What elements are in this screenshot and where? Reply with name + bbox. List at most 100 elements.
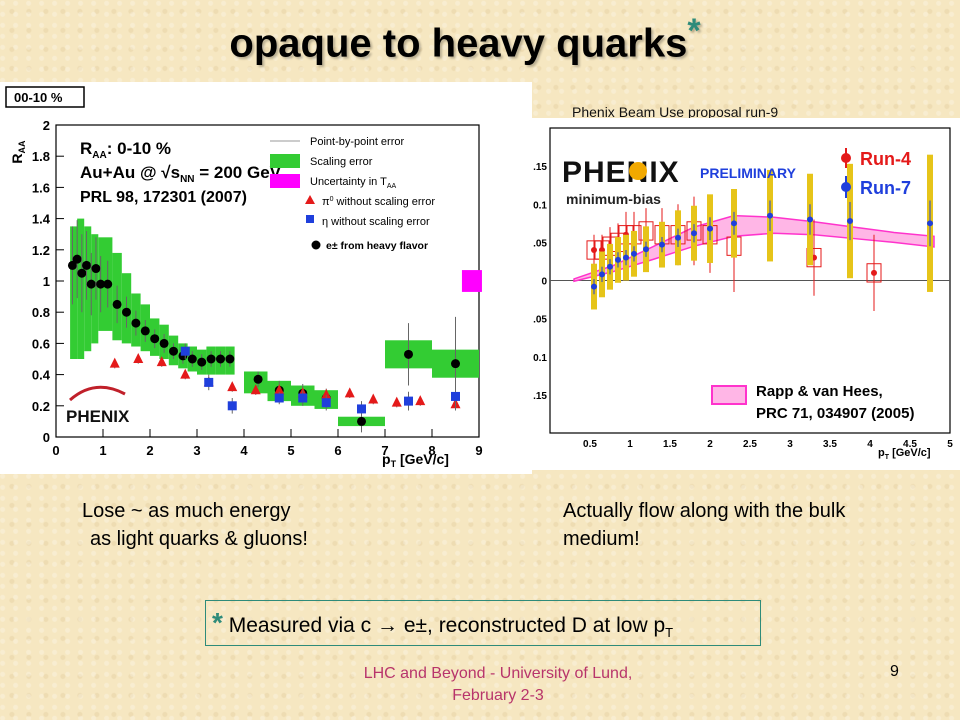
y-axis-label: RAA xyxy=(9,140,27,164)
x-tick-label-right: 4 xyxy=(867,439,873,450)
pi0-point xyxy=(227,381,238,392)
pi0-point xyxy=(321,388,332,399)
y-tick-label-right: 0.1 xyxy=(533,200,547,211)
proposal-label: Phenix Beam Use proposal run-9 xyxy=(572,104,779,120)
x-axis-label-main: p xyxy=(382,451,391,467)
v2-chart-panel: .15 0.1 .05 0 .05 0.1 .15 0.5 1 1.5 2 2.5 3 3.5 4 4.5 5… xyxy=(526,118,960,470)
run7-point xyxy=(599,271,605,278)
caption-left: Lose ~ as much energy as light quarks & … xyxy=(82,497,308,553)
eta-point xyxy=(180,346,190,356)
eta-point xyxy=(404,396,413,406)
footnote-box: * Measured via c → e±, reconstructed D a… xyxy=(205,600,761,646)
x-tick-label-right: 1 xyxy=(627,439,633,450)
logo-text-right: PHENIX xyxy=(562,156,680,189)
centrality-label: 00-10 % xyxy=(14,90,63,105)
x-axis-label-sub: T xyxy=(391,459,397,469)
pi0-point xyxy=(133,353,144,363)
eta-point xyxy=(357,404,366,414)
pi0-point xyxy=(344,387,355,398)
pi0-point xyxy=(274,384,285,395)
legend-run7-label: Run-7 xyxy=(860,178,911,198)
run7-point xyxy=(631,250,637,257)
electron-point xyxy=(216,354,225,364)
model-legend-label-2: PRC 71, 034907 (2005) xyxy=(756,405,914,422)
x-tick-label: 4 xyxy=(240,443,248,458)
y-tick-label-right: .15 xyxy=(533,391,547,402)
scaling-band xyxy=(70,226,78,359)
caption-right: Actually flow along with the bulk medium… xyxy=(563,500,846,550)
legend: Point-by-point error Scaling error Uncer… xyxy=(270,136,435,252)
caption-left-line-2: as light quarks & gluons! xyxy=(90,528,308,550)
electron-point xyxy=(96,279,106,289)
legend-label-taa: Uncertainty in TAA xyxy=(310,176,396,190)
x-tick-label: 0 xyxy=(52,443,59,458)
electron-point xyxy=(206,354,216,364)
electron-point xyxy=(103,279,113,289)
slide-title: opaque to heavy quarks* xyxy=(0,12,930,66)
phenix-logo-left: PHENIX xyxy=(66,385,130,426)
centrality-box xyxy=(5,86,85,108)
scaling-band xyxy=(84,226,92,352)
legend-triangle-marker xyxy=(305,195,315,204)
x-tick-label: 3 xyxy=(193,443,200,458)
annotation-system-sub: NN xyxy=(180,174,194,185)
electron-point xyxy=(150,334,160,344)
y-tick-label-right: 0.1 xyxy=(533,353,547,364)
run7-point xyxy=(707,225,713,232)
x-axis-label-unit: [GeV/c] xyxy=(396,451,449,467)
run7-point xyxy=(607,263,613,270)
run7-point xyxy=(591,283,597,290)
legend-run4-label: Run-4 xyxy=(860,149,911,169)
y-tick-label-right: 0 xyxy=(541,277,547,288)
title-star: * xyxy=(687,12,701,50)
legend-label-electron: e± from heavy flavor xyxy=(326,240,428,252)
annotation-system: Au+Au @ √sNN = 200 GeV xyxy=(80,163,282,185)
run7-point xyxy=(691,230,697,237)
legend-magenta-box xyxy=(270,174,300,188)
run7-point xyxy=(847,218,853,225)
annotation-system-rest: = 200 GeV xyxy=(195,163,282,182)
y-tick-label: 0.2 xyxy=(32,399,50,414)
legend-label-scaling: Scaling error xyxy=(310,156,373,168)
electron-point xyxy=(225,354,235,364)
pi0-point xyxy=(180,368,191,379)
legend-right: Run-4 Run-7 xyxy=(841,148,911,198)
scaling-band xyxy=(91,234,99,344)
y-tick-label: 0.6 xyxy=(32,336,50,351)
electron-point xyxy=(77,268,87,278)
run7-point xyxy=(767,212,773,219)
footnote-sub: T xyxy=(665,625,674,641)
x-tick-label: 1 xyxy=(99,443,106,458)
x-axis-label-right-sub: T xyxy=(885,454,890,461)
legend-run7-marker xyxy=(841,182,851,192)
data-points xyxy=(67,220,461,433)
pi0-point xyxy=(109,357,120,368)
footer-line-2: February 2-3 xyxy=(452,687,544,704)
subtitle-right: minimum-bias xyxy=(566,191,661,207)
legend-label-point-error: Point-by-point error xyxy=(310,136,404,148)
raa-chart-panel: 00-10 % 0 0.2 0.4 0.6 0.8 1 1.2 1.4 1.6 1.8 2 0 1 2 3… xyxy=(0,82,532,474)
y-tick-label-right: .05 xyxy=(533,238,547,249)
eta-point xyxy=(204,377,214,387)
run4-point xyxy=(591,247,597,253)
electron-point xyxy=(159,338,169,348)
data-points-right xyxy=(586,154,933,311)
run7-point xyxy=(615,256,621,263)
model-legend-box xyxy=(711,385,747,405)
electron-point xyxy=(187,354,197,364)
electron-point xyxy=(67,260,77,270)
pi0-point xyxy=(156,356,167,367)
y-tick-label-right: .15 xyxy=(533,162,547,173)
y-tick-label: 1.6 xyxy=(32,180,50,195)
eta-point xyxy=(274,393,284,403)
electron-point xyxy=(253,374,263,384)
annotation-raa-rest: : 0-10 % xyxy=(107,139,171,158)
eta-point xyxy=(298,393,308,403)
annotation-system-main: Au+Au @ √s xyxy=(80,163,180,182)
y-tick-label: 1.4 xyxy=(32,212,51,227)
x-tick-label: 6 xyxy=(334,443,341,458)
eta-point xyxy=(451,391,460,401)
pi0-point xyxy=(250,384,261,395)
legend-circle-marker xyxy=(311,240,321,250)
y-tick-labels-right: .15 0.1 .05 0 .05 0.1 .15 xyxy=(533,162,547,402)
